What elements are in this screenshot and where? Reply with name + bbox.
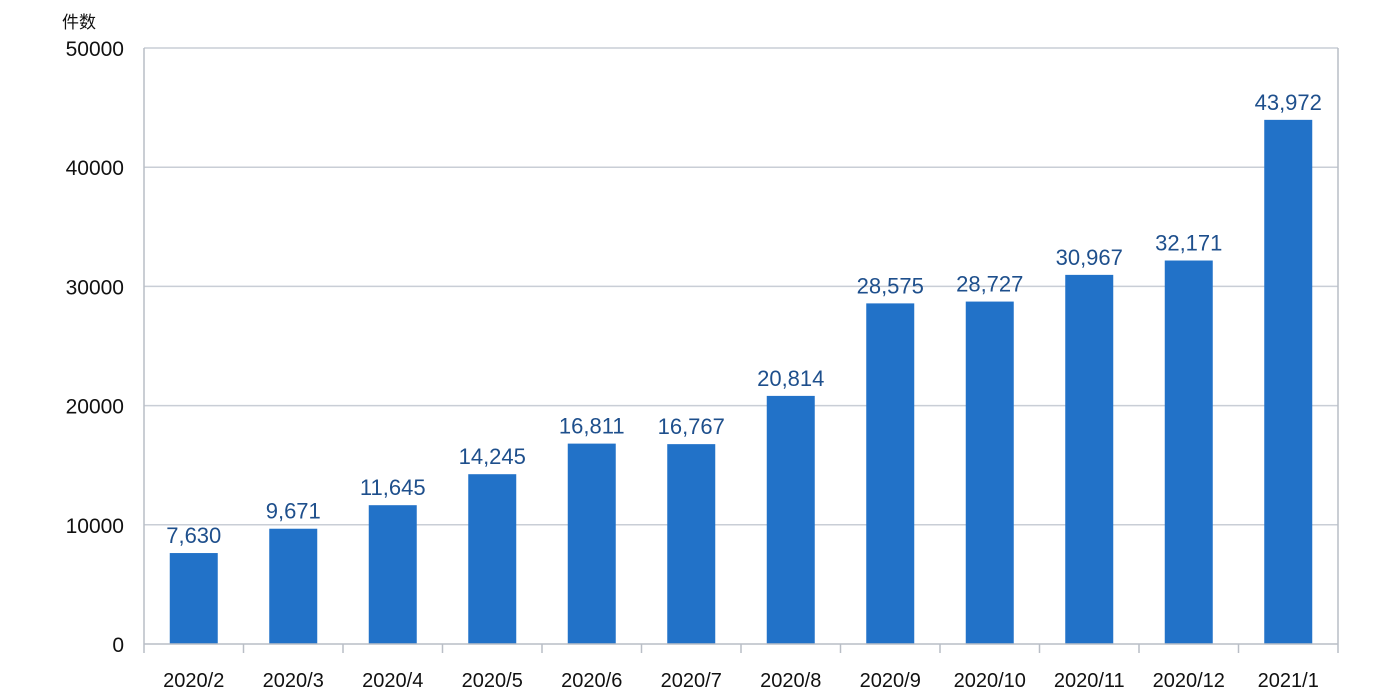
x-tick-label: 2020/4 (362, 670, 423, 692)
bar (1164, 260, 1213, 644)
bar-value-label: 16,767 (658, 414, 725, 439)
bar-value-label: 11,645 (360, 475, 426, 500)
x-tick-label: 2020/2 (163, 670, 224, 692)
bar-value-label: 20,814 (757, 366, 824, 391)
bar (269, 528, 318, 644)
y-tick-label: 10000 (66, 515, 124, 538)
bar (965, 301, 1014, 644)
bar (866, 303, 915, 644)
bar-value-label: 16,811 (559, 414, 625, 439)
bar-value-label: 30,967 (1056, 245, 1123, 270)
bar (368, 505, 417, 644)
y-tick-label: 50000 (66, 38, 124, 61)
x-tick-label: 2020/8 (760, 670, 821, 692)
x-tick-label: 2020/12 (1153, 670, 1225, 692)
y-tick-label: 20000 (66, 396, 124, 419)
bar-value-label: 7,630 (166, 523, 221, 548)
bar (1264, 119, 1313, 644)
gridlines (144, 47, 1338, 526)
y-tick-label: 30000 (66, 276, 124, 299)
bar-value-label: 32,171 (1155, 231, 1222, 256)
y-axis-unit-label: 件数 (62, 13, 96, 33)
x-tick-label: 2020/9 (860, 670, 921, 692)
bar (169, 553, 218, 644)
bar (766, 395, 815, 644)
y-tick-label: 0 (112, 634, 124, 657)
bar (567, 443, 616, 644)
x-tick-label: 2020/7 (661, 670, 722, 692)
bar-value-label: 28,727 (956, 272, 1023, 297)
x-tick-label: 2020/5 (462, 670, 523, 692)
labels: 0 10000 20000 30000 40000 50000 7,630 2020/2 9,6… (66, 38, 1322, 692)
bar-value-label: 43,972 (1255, 90, 1322, 115)
x-tick-label: 2020/10 (954, 670, 1026, 692)
y-tick-label: 40000 (66, 157, 124, 180)
x-tick-label: 2020/11 (1054, 670, 1125, 692)
bar (1065, 274, 1114, 644)
bar-value-label: 28,575 (857, 273, 924, 298)
x-tick-label: 2020/3 (263, 670, 324, 692)
bar (468, 474, 517, 644)
bar (667, 444, 716, 644)
x-tick-label: 2020/6 (561, 670, 622, 692)
bar-value-label: 9,671 (266, 499, 321, 524)
axes (143, 48, 1339, 653)
bars (169, 119, 1313, 644)
bar-value-label: 14,245 (459, 444, 526, 469)
x-tick-label: 2021/1 (1258, 670, 1319, 692)
